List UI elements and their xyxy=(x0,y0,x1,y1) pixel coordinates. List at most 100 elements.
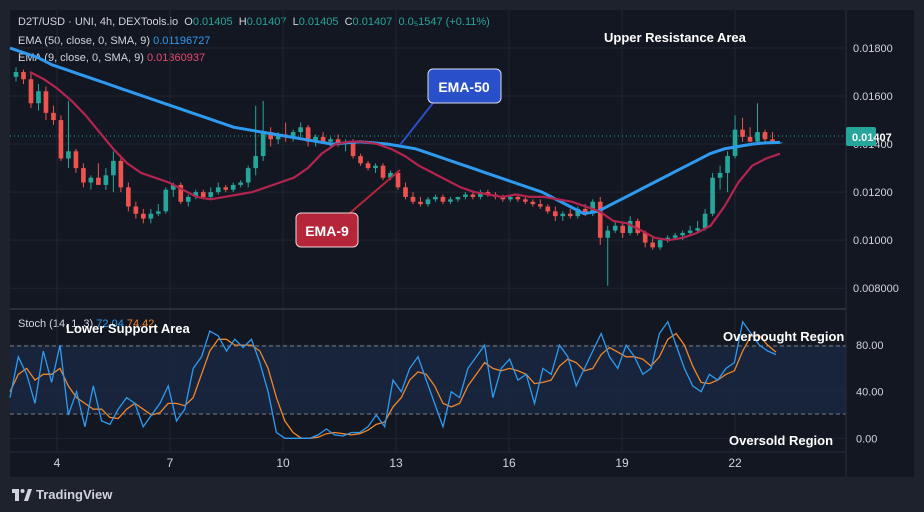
candle-body xyxy=(650,242,655,248)
price-tick-label: 0.01600 xyxy=(853,91,893,103)
candle-body xyxy=(740,129,745,137)
stoch-tick-label: 80.00 xyxy=(856,340,884,352)
symbol-title: D2T/USD · UNI, 4h, DEXTools.io xyxy=(18,16,179,28)
candle-body xyxy=(403,187,408,197)
candle-body xyxy=(545,206,551,212)
candle-body xyxy=(567,213,573,217)
ema9-callout: EMA-9 xyxy=(295,169,401,248)
candle-body xyxy=(388,172,393,178)
candle-body xyxy=(687,230,693,233)
candle-body xyxy=(118,160,124,188)
candle-body xyxy=(245,168,251,183)
candle-body xyxy=(170,184,176,190)
candle-body xyxy=(238,182,244,185)
time-tick-label: 22 xyxy=(728,456,742,470)
candle-body xyxy=(66,151,71,159)
candle-body xyxy=(440,196,446,202)
tradingview-logo[interactable]: TradingView xyxy=(12,487,112,502)
candle-body xyxy=(455,196,461,200)
candle-body xyxy=(717,172,723,178)
low-value: 0.01405 xyxy=(298,16,339,28)
price-tick-label: 0.01800 xyxy=(853,43,893,55)
candle-body xyxy=(508,196,513,200)
candle-body xyxy=(185,196,191,202)
stoch-d-line xyxy=(9,332,777,439)
candle-body xyxy=(410,196,416,202)
price-tag-label: 0.01407 xyxy=(852,132,892,144)
tradingview-icon xyxy=(12,488,32,501)
candle-body xyxy=(58,120,64,159)
upper-resistance-label: Upper Resistance Area xyxy=(604,30,747,45)
ema9-legend[interactable]: EMA (9, close, 0, SMA, 9) 0.01360937 xyxy=(18,52,206,64)
candle-body xyxy=(672,235,678,238)
candle-body xyxy=(43,91,49,113)
time-tick-label: 4 xyxy=(54,456,61,470)
candle-body xyxy=(395,172,401,188)
time-tick-label: 13 xyxy=(389,456,403,470)
candle-body xyxy=(642,232,648,243)
time-tick-label: 19 xyxy=(615,456,629,470)
candle-body xyxy=(88,177,94,183)
ema50-callout-label: EMA-50 xyxy=(438,79,490,95)
candle-body xyxy=(478,192,483,197)
candle-body xyxy=(605,230,611,238)
stoch-k-line xyxy=(9,320,777,439)
candle-body xyxy=(657,240,663,248)
candle-body xyxy=(575,208,581,217)
candle-body xyxy=(141,213,146,219)
time-tick-label: 16 xyxy=(502,456,516,470)
candle-body xyxy=(290,132,296,137)
candle-body xyxy=(21,72,26,80)
candle-body xyxy=(208,192,214,197)
candle-body xyxy=(133,206,139,214)
price-tick-label: 0.01000 xyxy=(853,235,893,247)
candle-body xyxy=(635,220,641,233)
candle-body xyxy=(103,175,109,185)
lower-support-label: Lower Support Area xyxy=(66,321,191,336)
candle-body xyxy=(28,79,34,104)
candle-body xyxy=(725,156,730,173)
ema50-value: 0.01196727 xyxy=(153,35,211,47)
candle-body xyxy=(358,156,363,164)
candle-body xyxy=(418,201,423,205)
candle-body xyxy=(627,220,633,233)
candle-body xyxy=(560,213,566,217)
stoch-legend[interactable]: Stoch (14, 1, 3) 72.04 74.42 xyxy=(18,318,155,330)
candle-body xyxy=(193,192,199,197)
candle-body xyxy=(470,194,476,197)
candle-body xyxy=(380,165,386,178)
candle-body xyxy=(770,139,775,142)
tradingview-label: TradingView xyxy=(36,487,113,502)
high-value: 0.01407 xyxy=(246,16,287,28)
candle-body xyxy=(253,156,259,169)
candle-body xyxy=(762,132,768,140)
candle-body xyxy=(96,177,101,185)
ohlc-legend: D2T/USD · UNI, 4h, DEXTools.io O0.01405 … xyxy=(18,16,490,28)
stoch-tick-label: 40.00 xyxy=(856,387,884,399)
candle-body xyxy=(710,177,715,214)
candle-body xyxy=(537,204,543,207)
candle-body xyxy=(126,187,131,207)
candle-body xyxy=(305,127,311,142)
price-tick-label: 0.01200 xyxy=(853,187,893,199)
candle-body xyxy=(365,163,371,169)
time-tick-label: 10 xyxy=(276,456,290,470)
candle-body xyxy=(200,192,206,197)
candle-body xyxy=(747,136,753,142)
candle-body xyxy=(328,139,333,142)
candle-body xyxy=(448,199,453,202)
candle-body xyxy=(81,168,86,183)
candle-body xyxy=(111,160,116,176)
candle-body xyxy=(268,132,273,140)
candle-body xyxy=(320,136,326,142)
candle-body xyxy=(552,211,558,217)
ema50-callout: EMA-50 xyxy=(399,68,502,146)
candle-body xyxy=(148,213,154,219)
time-tick-label: 7 xyxy=(167,456,174,470)
candle-body xyxy=(597,201,603,238)
price-tag xyxy=(846,127,876,146)
ema50-legend[interactable]: EMA (50, close, 0, SMA, 9) 0.01196727 xyxy=(18,35,211,47)
candle-body xyxy=(680,232,685,236)
oversold-label: Oversold Region xyxy=(729,433,833,448)
